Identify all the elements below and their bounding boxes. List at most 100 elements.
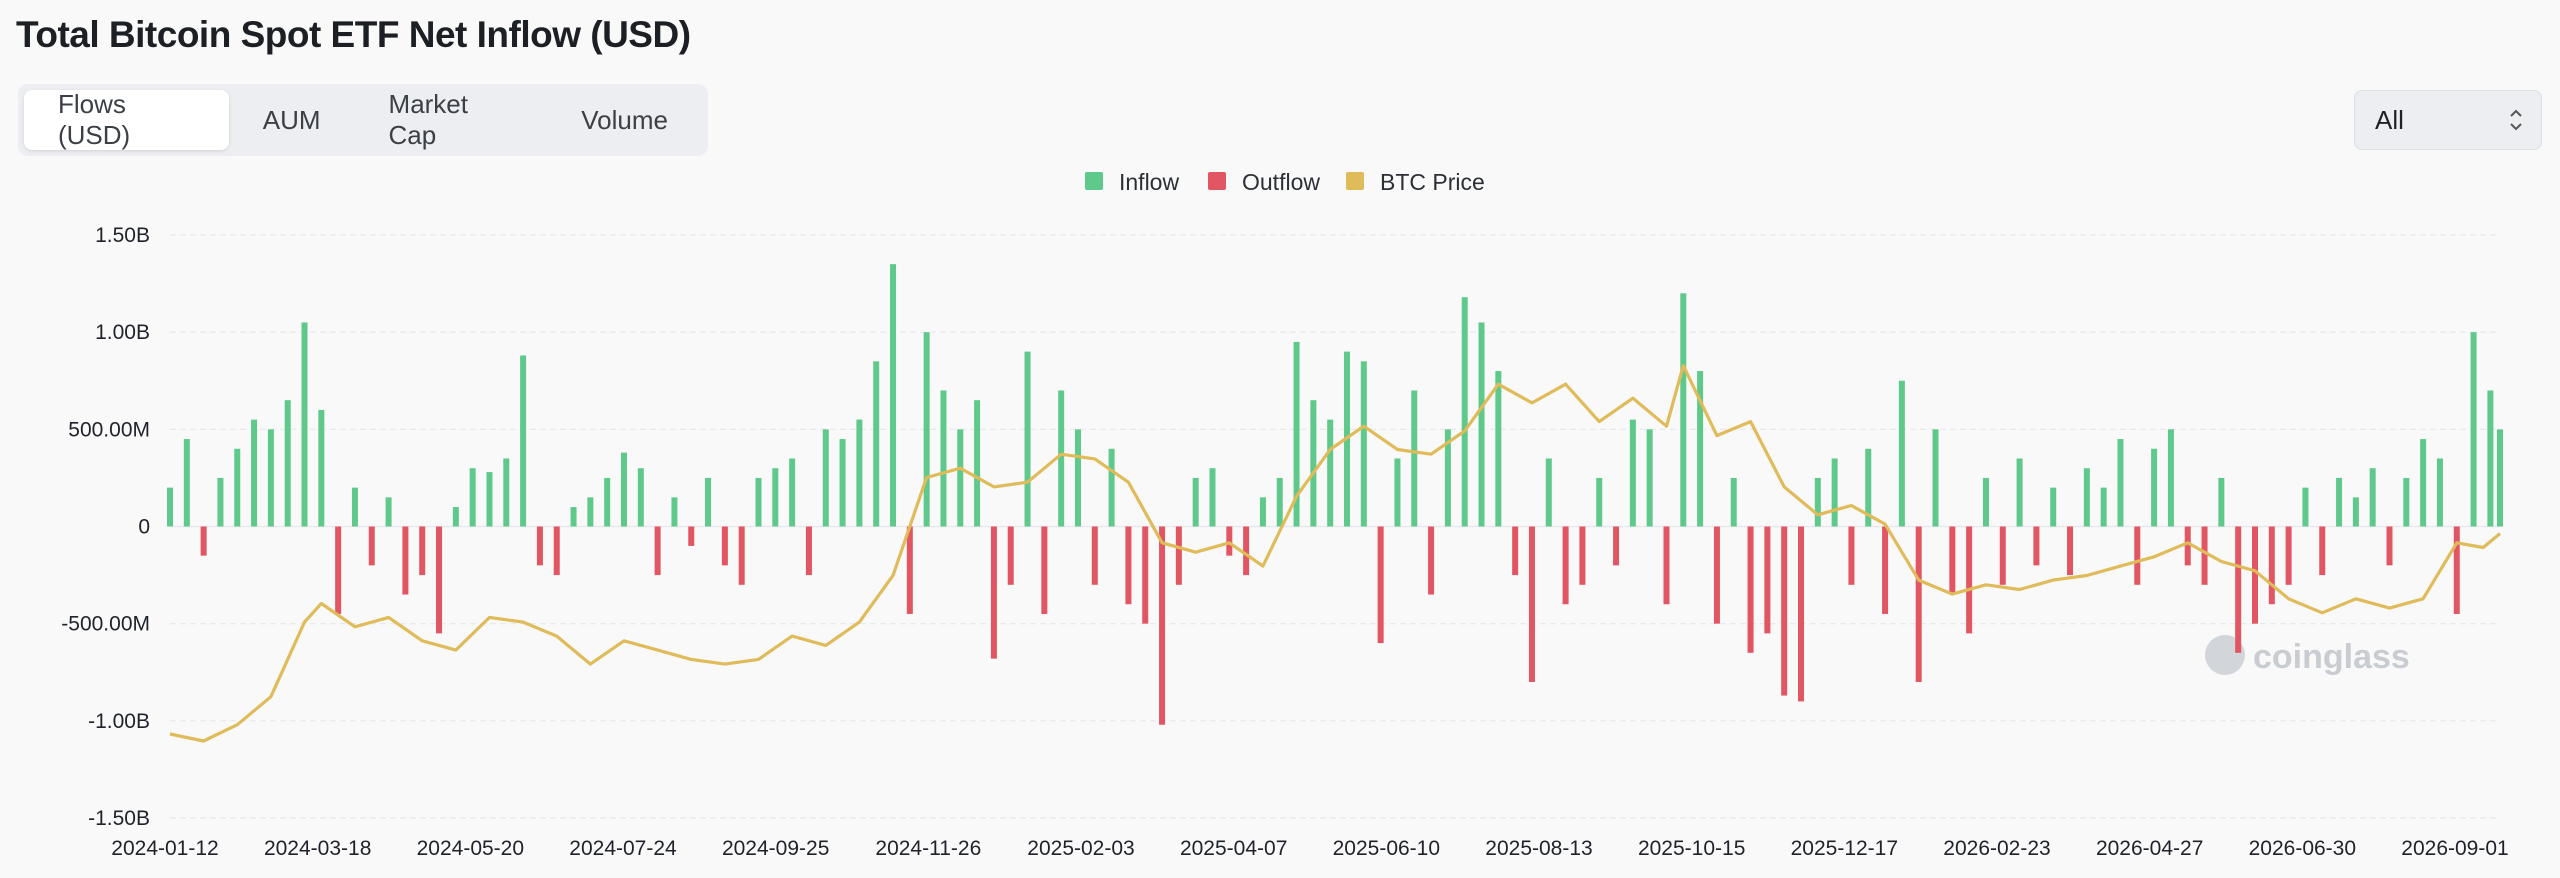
flow-bar [1310, 400, 1317, 527]
flow-bar [1175, 526, 1182, 585]
y-tick-label: 0 [138, 516, 150, 539]
x-tick-label: 2025-12-17 [1791, 837, 1898, 860]
flow-bar [1024, 351, 1031, 527]
tab-volume[interactable]: Volume [581, 104, 668, 135]
x-tick-label: 2024-11-26 [875, 837, 981, 860]
flow-bar [2117, 439, 2124, 527]
x-tick-label: 2026-09-01 [2401, 837, 2508, 860]
flow-bar [1007, 526, 1014, 585]
legend-swatch-1 [1208, 172, 1226, 190]
flow-bar [570, 507, 577, 527]
flow-bar [486, 472, 493, 527]
flow-bar [1579, 526, 1586, 585]
flow-bar [2100, 487, 2107, 527]
flow-bar [890, 264, 897, 527]
legend-label-0: Inflow [1119, 169, 1179, 195]
y-tick-label: 1.50B [95, 224, 150, 247]
flow-bar [940, 390, 947, 527]
flow-bar [2016, 458, 2023, 527]
flow-bar [1293, 341, 1300, 527]
flow-bar [1108, 448, 1115, 527]
x-tick-label: 2024-03-18 [264, 837, 371, 860]
flow-bar [1680, 293, 1687, 527]
time-range-select[interactable]: All [2354, 90, 2542, 150]
flow-bar [1697, 371, 1704, 527]
flow-bar [839, 439, 846, 527]
x-tick-label: 2024-01-12 [111, 837, 218, 860]
flow-bar [2167, 429, 2174, 527]
x-tick-label: 2025-06-10 [1333, 837, 1440, 860]
flow-bar [2470, 332, 2477, 527]
flow-bar [2487, 390, 2494, 527]
y-tick-label: -1.00B [88, 710, 150, 733]
y-tick-label: 500.00M [68, 418, 150, 441]
x-tick-label: 2026-02-23 [1943, 837, 2050, 860]
flow-bar [2083, 468, 2090, 527]
flow-bar [755, 477, 762, 527]
flow-bar [2369, 468, 2376, 527]
flow-bar [1444, 429, 1451, 527]
flow-bar [351, 487, 358, 527]
y-tick-label: 1.00B [95, 321, 150, 344]
flow-bar [1848, 526, 1855, 585]
flow-bar [1377, 526, 1384, 644]
flow-bar [1814, 477, 1821, 527]
x-axis: 2024-01-12 2024-03-18 2024-05-20 2024-07-24… [111, 837, 2508, 860]
flow-bar [1125, 526, 1132, 605]
flow-bar [1243, 526, 1250, 576]
flow-bar [1276, 477, 1283, 527]
flow-bar [284, 400, 291, 527]
tab-aum[interactable]: AUM [262, 104, 321, 135]
flow-bar [1747, 526, 1754, 653]
flow-bar [2251, 526, 2258, 624]
flow-bar [1663, 526, 1670, 605]
flow-bar [2453, 526, 2460, 614]
flow-bar [822, 429, 829, 527]
flow-bar [671, 497, 678, 527]
flow-bar [1713, 526, 1720, 624]
tab-market-cap[interactable]: Market Cap [388, 89, 468, 150]
flow-bar [1478, 322, 1485, 527]
flow-bar [906, 526, 913, 614]
x-tick-label: 2026-06-30 [2249, 837, 2356, 860]
time-range-value: All [2375, 104, 2404, 135]
flow-bar [200, 526, 207, 556]
flow-bar [520, 355, 527, 527]
flow-bar [1781, 526, 1788, 696]
flow-bar [1528, 526, 1535, 682]
y-tick-label: -1.50B [88, 807, 150, 830]
watermark: coinglass [2205, 635, 2410, 676]
flow-bar [536, 526, 543, 566]
tab-flows[interactable]: Flows (USD) [24, 89, 229, 150]
flow-bar [1613, 526, 1620, 566]
flow-bar [738, 526, 745, 585]
flow-bar [1159, 526, 1166, 725]
btc-price-line [169, 364, 2502, 743]
flow-bar [2235, 526, 2242, 653]
flow-bar [2268, 526, 2275, 605]
flow-bars [167, 264, 2503, 725]
flow-bar [604, 477, 611, 527]
flow-bar [1932, 429, 1939, 527]
flow-bar [1966, 526, 1973, 634]
flow-bar [1142, 526, 1149, 624]
flow-bar [1646, 429, 1653, 527]
flow-bar [1041, 526, 1048, 614]
flow-bar [990, 526, 997, 659]
flow-bar [267, 429, 274, 527]
flow-bar [2201, 526, 2208, 585]
flow-bar [587, 497, 594, 527]
flow-bar [1428, 526, 1435, 595]
flow-bar [1865, 448, 1872, 527]
flow-bar [856, 419, 863, 527]
flow-bar [2151, 448, 2158, 527]
x-tick-label: 2025-08-13 [1485, 837, 1592, 860]
flow-bar [2033, 526, 2040, 566]
flow-bar [2302, 487, 2309, 527]
flow-bar [318, 409, 325, 527]
legend-label-2: BTC Price [1380, 169, 1485, 195]
flow-bar [1226, 526, 1233, 556]
flow-bar [419, 526, 426, 576]
flow-bar [2067, 526, 2074, 576]
